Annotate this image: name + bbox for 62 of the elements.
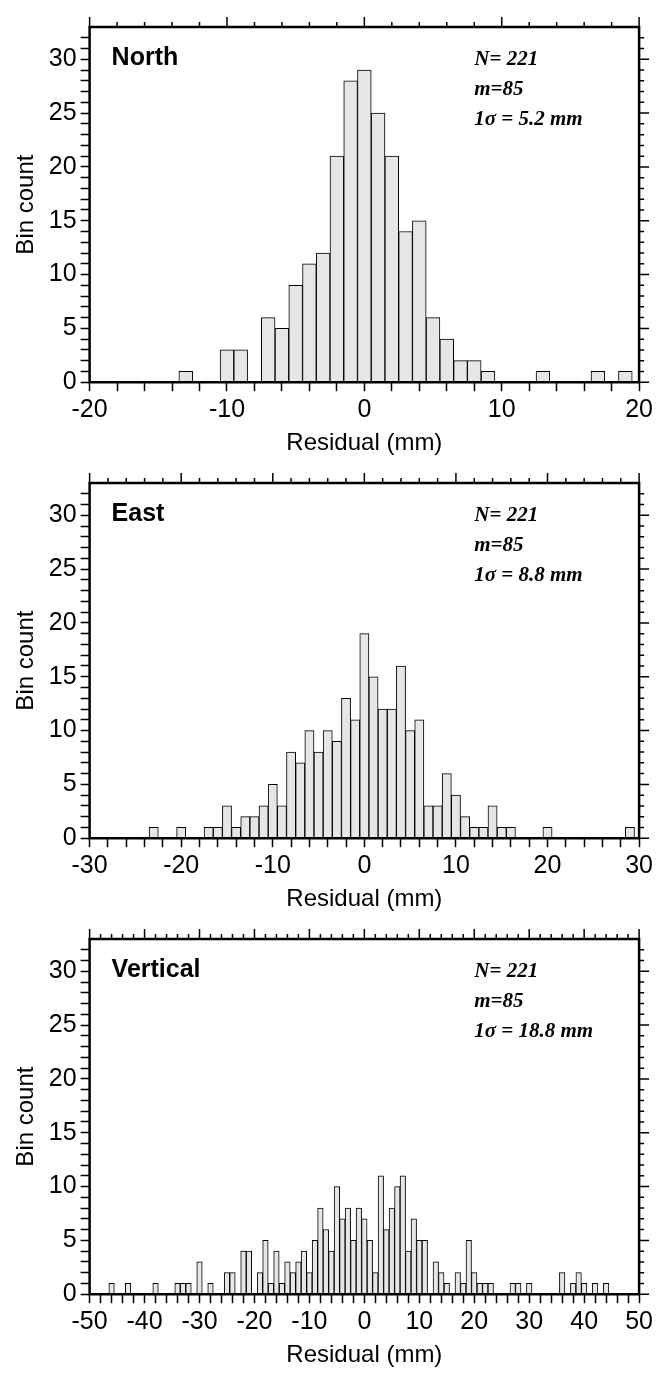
text: North (111, 42, 179, 70)
y-tick-label: 25 (48, 1009, 77, 1037)
y-tick-label: 5 (62, 312, 77, 341)
x-tick-label: 20 (460, 1306, 489, 1335)
x-tick-label: 10 (405, 1306, 434, 1335)
x-tick-label: -40 (126, 1306, 163, 1335)
x-tick-label: -20 (71, 394, 108, 423)
y-tick-label: 5 (62, 768, 77, 797)
x-tick-label: -50 (71, 1306, 108, 1335)
y-tick-label: 0 (62, 366, 77, 395)
x-tick-label: 10 (442, 850, 470, 879)
y-tick-label: 25 (48, 553, 77, 581)
x-tick-label: 30 (515, 1306, 544, 1335)
y-tick-label: 20 (48, 606, 77, 635)
x-tick-label: 40 (570, 1306, 599, 1335)
x-axis-title: Residual (mm) (286, 884, 443, 912)
text: Vertical (111, 954, 201, 982)
annotation: m=85 (474, 76, 524, 100)
y-tick-label: 0 (62, 1278, 77, 1307)
y-tick-label: 30 (48, 43, 77, 72)
x-tick-label: -10 (208, 394, 246, 423)
x-tick-label: 20 (533, 850, 562, 879)
annotation: N= 221 (473, 958, 539, 982)
x-axis-title: Residual (mm) (286, 1340, 443, 1368)
annotation: 1σ = 8.8 mm (474, 562, 583, 586)
annotation: N= 221 (473, 46, 539, 70)
y-tick-label: 10 (48, 1170, 77, 1199)
x-tick-label: -30 (181, 1306, 218, 1335)
y-tick-label: 30 (48, 955, 77, 984)
annotation: 1σ = 5.2 mm (474, 106, 583, 130)
annotation: N= 221 (473, 502, 539, 526)
y-tick-label: 0 (62, 822, 77, 851)
y-tick-label: 20 (48, 1062, 77, 1091)
x-tick-label: 50 (625, 1306, 653, 1335)
y-tick-label: 10 (48, 258, 77, 287)
x-tick-label: -10 (291, 1306, 328, 1335)
annotation: m=85 (474, 988, 524, 1012)
x-tick-label: 10 (487, 394, 516, 423)
x-tick-label: 0 (357, 394, 372, 423)
y-tick-label: 30 (48, 499, 77, 528)
x-tick-label: -30 (71, 850, 108, 879)
x-tick-label: 0 (357, 850, 372, 879)
annotation: m=85 (474, 532, 524, 556)
text: East (111, 498, 166, 526)
y-axis-title: Bin count (11, 1066, 39, 1167)
x-axis-title: Residual (mm) (286, 428, 443, 456)
x-tick-label: -20 (163, 850, 200, 879)
annotation: 1σ = 18.8 mm (474, 1018, 594, 1042)
x-tick-label: -10 (254, 850, 291, 879)
y-axis-title: Bin count (11, 154, 39, 255)
x-tick-label: 20 (625, 394, 653, 423)
y-tick-label: 5 (62, 1224, 77, 1253)
x-tick-label: -20 (236, 1306, 273, 1335)
x-tick-label: 0 (357, 1306, 372, 1335)
y-tick-label: 15 (48, 1116, 77, 1145)
y-tick-label: 15 (48, 660, 77, 689)
y-axis-title: Bin count (11, 610, 39, 711)
y-tick-label: 20 (48, 150, 77, 179)
y-tick-label: 10 (48, 714, 77, 743)
y-tick-label: 15 (48, 204, 77, 233)
y-tick-label: 25 (48, 97, 77, 125)
x-tick-label: 30 (625, 850, 653, 879)
